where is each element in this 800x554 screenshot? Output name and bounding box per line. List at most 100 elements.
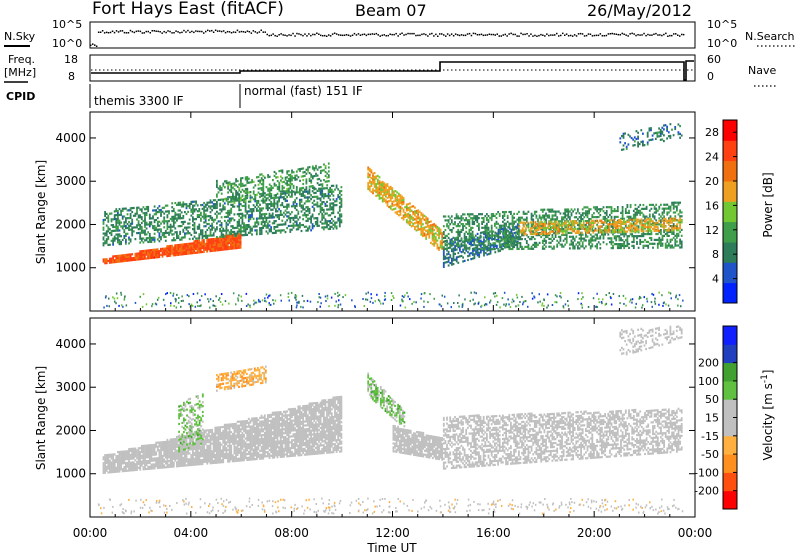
heatmap-cell xyxy=(230,197,233,201)
heatmap-cell xyxy=(668,221,670,224)
heatmap-cell xyxy=(503,226,506,229)
heatmap-cell xyxy=(586,210,589,213)
heatmap-cell xyxy=(214,243,216,246)
heatmap-cell xyxy=(136,252,138,255)
heatmap-cell xyxy=(446,261,448,264)
heatmap-cell xyxy=(126,259,129,262)
heatmap-cell xyxy=(496,244,498,247)
heatmap-cell xyxy=(292,218,295,221)
heatmap-cell xyxy=(370,184,373,187)
heatmap-cell xyxy=(525,218,528,221)
heatmap-cell xyxy=(318,183,321,186)
heatmap-cell xyxy=(534,232,537,236)
heatmap-cell xyxy=(190,252,193,255)
heatmap-cell xyxy=(660,225,662,228)
heatmap-cell xyxy=(679,242,681,245)
heatmap-cell xyxy=(211,238,213,241)
noise-sample xyxy=(460,34,463,36)
heatmap-cell xyxy=(573,228,575,231)
heatmap-cell xyxy=(631,244,634,247)
heatmap-cell xyxy=(136,212,138,215)
heatmap-cell xyxy=(652,221,654,224)
heatmap-cell xyxy=(412,224,415,227)
heatmap-cell xyxy=(220,223,223,227)
heatmap-cell xyxy=(238,242,240,245)
heatmap-cell xyxy=(586,229,588,232)
heatmap-cell xyxy=(153,232,156,235)
heatmap-cell xyxy=(233,188,236,191)
heatmap-cell xyxy=(166,253,169,256)
heatmap-cell xyxy=(249,231,252,234)
heatmap-cell xyxy=(208,226,210,229)
heatmap-cell xyxy=(283,205,285,208)
heatmap-cell xyxy=(466,221,469,224)
noise-sample xyxy=(234,31,237,34)
heatmap-cell xyxy=(465,245,468,248)
heatmap-cell xyxy=(148,249,151,252)
heatmap-cell xyxy=(338,205,341,208)
heatmap-cell xyxy=(196,210,199,213)
heatmap-cell xyxy=(265,212,268,216)
heatmap-cell xyxy=(679,211,681,214)
heatmap-cell xyxy=(166,225,169,229)
heatmap-cell xyxy=(679,209,681,212)
heatmap-cell xyxy=(155,250,157,253)
heatmap-cell xyxy=(650,207,653,210)
heatmap-cell xyxy=(227,187,229,190)
heatmap-cell xyxy=(249,208,252,211)
noise-sample xyxy=(173,32,175,34)
heatmap-cell xyxy=(650,223,653,226)
heatmap-cell xyxy=(230,241,232,244)
heatmap-cell xyxy=(561,216,563,219)
heatmap-cell xyxy=(314,221,317,224)
heatmap-cell xyxy=(206,244,208,247)
heatmap-cell xyxy=(102,222,105,225)
heatmap-cell xyxy=(637,235,640,238)
heatmap-cell xyxy=(505,210,507,214)
heatmap-cell xyxy=(230,243,232,246)
heatmap-cell xyxy=(307,192,309,195)
heatmap-cell xyxy=(385,195,387,198)
heatmap-cell xyxy=(540,235,543,239)
noise-sample xyxy=(621,32,623,35)
heatmap-cell xyxy=(399,207,402,210)
heatmap-cell xyxy=(439,244,442,247)
heatmap-cell xyxy=(671,232,673,235)
heatmap-cell xyxy=(185,246,188,250)
heatmap-cell xyxy=(543,216,546,219)
heatmap-cell xyxy=(271,202,274,205)
heatmap-cell xyxy=(402,200,405,203)
heatmap-cell xyxy=(105,260,108,263)
heatmap-cell xyxy=(527,245,530,248)
heatmap-cell xyxy=(541,230,543,233)
heatmap-cell xyxy=(613,221,616,224)
heatmap-cell xyxy=(431,243,434,246)
heatmap-cell xyxy=(529,231,532,234)
heatmap-cell xyxy=(129,257,132,260)
heatmap-cell xyxy=(618,239,621,242)
heatmap-cell xyxy=(503,244,506,247)
heatmap-cell xyxy=(243,204,245,207)
heatmap-cell xyxy=(676,244,678,247)
heatmap-cell xyxy=(158,224,161,227)
heatmap-cell xyxy=(679,246,681,249)
heatmap-cell xyxy=(275,229,277,232)
heatmap-cell xyxy=(120,209,122,212)
heatmap-cell xyxy=(396,203,399,206)
heatmap-cell xyxy=(483,240,485,243)
heatmap-cell xyxy=(238,233,240,236)
heatmap-cell xyxy=(249,227,252,230)
heatmap-cell xyxy=(624,233,627,236)
heatmap-cell xyxy=(182,222,185,225)
heatmap-cell xyxy=(115,257,118,260)
heatmap-cell xyxy=(603,227,606,230)
heatmap-cell xyxy=(131,253,134,256)
heatmap-cell xyxy=(240,179,242,182)
heatmap-cell xyxy=(142,212,145,215)
heatmap-cell xyxy=(551,235,554,238)
heatmap-cell xyxy=(225,246,228,249)
heatmap-cell xyxy=(497,248,499,251)
heatmap-cell xyxy=(632,244,635,247)
heatmap-cell xyxy=(555,228,558,231)
heatmap-cell xyxy=(280,193,282,196)
